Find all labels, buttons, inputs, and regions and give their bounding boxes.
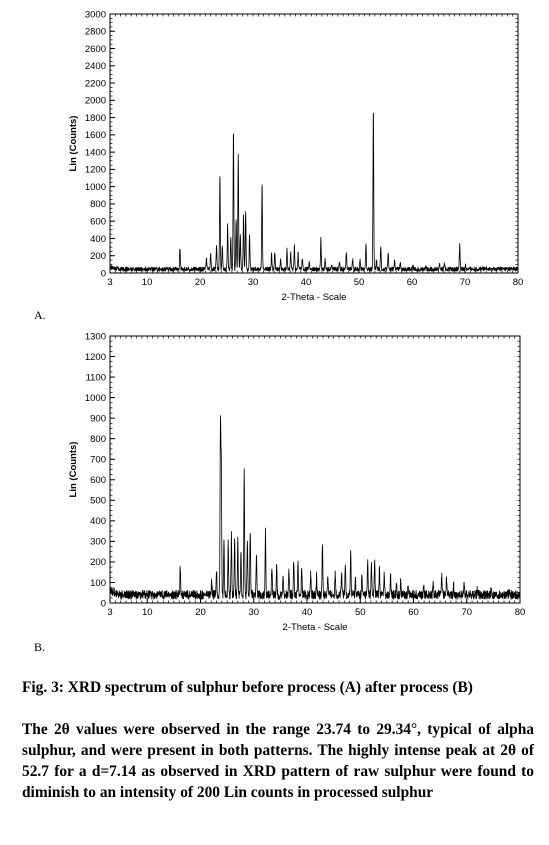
- xrd-chart-a-svg: 3 10 20 30 40 50 60 70 8002004006008001000120014…: [68, 9, 524, 303]
- x-tick-label: 3: [107, 277, 112, 288]
- x-tick-label: 10: [142, 607, 153, 618]
- x-tick-label: 20: [195, 607, 206, 618]
- figure-caption-body-text: The 2θ values were observed in the range…: [22, 721, 534, 801]
- xrd-chart-b-svg: 3 10 20 30 40 50 60 70 8001002003004005006007008…: [68, 331, 526, 633]
- x-tick-label: 70: [461, 607, 472, 618]
- y-tick-label: 1400: [85, 147, 106, 158]
- y-tick-label: 700: [90, 455, 106, 466]
- y-tick-label: 1200: [85, 352, 106, 363]
- y-tick-label: 1600: [85, 130, 106, 141]
- figure-caption-title: Fig. 3: XRD spectrum of sulphur before p…: [22, 677, 534, 698]
- y-tick-label: 0: [101, 598, 106, 609]
- y-tick-label: 1000: [85, 182, 106, 193]
- x-tick-label: 3: [107, 607, 112, 618]
- xrd-pattern-line: [109, 112, 519, 272]
- x-tick-label: 40: [302, 607, 313, 618]
- y-tick-label: 2800: [85, 27, 106, 38]
- xrd-chart-a: 3 10 20 30 40 50 60 70 80 0 200 400 600 800 1000 1200 14…: [0, 0, 549, 310]
- y-tick-label: 2200: [85, 78, 106, 89]
- y-tick-label: 2600: [85, 44, 106, 55]
- x-axis-label: 2-Theta - Scale: [282, 292, 347, 303]
- x-tick-label: 60: [408, 607, 419, 618]
- y-tick-label: 2000: [85, 96, 106, 107]
- y-tick-label: 200: [90, 557, 106, 568]
- xrd-pattern-line: [109, 415, 521, 600]
- y-tick-label: 400: [90, 516, 106, 527]
- y-tick-label: 3000: [85, 9, 106, 20]
- y-tick-label: 600: [90, 217, 106, 228]
- y-tick-label: 1100: [86, 372, 106, 383]
- y-tick-label: 200: [90, 251, 106, 262]
- plot-frame: [109, 335, 521, 604]
- y-tick-label: 1300: [85, 331, 106, 342]
- figure-caption-body: The 2θ values were observed in the range…: [22, 719, 534, 803]
- y-axis-label: Lin (Counts): [68, 116, 79, 172]
- y-tick-label: 100: [90, 578, 106, 589]
- figure-caption-title-text: Fig. 3: XRD spectrum of sulphur before p…: [22, 679, 473, 696]
- y-tick-label: 800: [90, 434, 106, 445]
- y-tick-label: 1000: [85, 393, 106, 404]
- panel-label-a: A.: [34, 308, 46, 322]
- x-tick-label: 10: [142, 277, 153, 288]
- y-axis-label: Lin (Counts): [68, 442, 79, 498]
- x-tick-label: 30: [248, 607, 259, 618]
- y-tick-label: 1200: [85, 165, 106, 176]
- plot-frame: [109, 13, 519, 274]
- y-tick-label: 2400: [85, 61, 106, 72]
- y-tick-label: 1800: [85, 113, 106, 124]
- panel-label-b: B.: [34, 640, 46, 654]
- x-axis-label: 2-Theta - Scale: [283, 622, 348, 633]
- x-tick-label: 20: [195, 277, 206, 288]
- x-tick-label: 40: [301, 277, 312, 288]
- x-tick-label: 80: [515, 607, 526, 618]
- y-tick-label: 500: [90, 496, 106, 507]
- x-tick-label: 80: [513, 277, 524, 288]
- y-tick-label: 800: [90, 199, 106, 210]
- y-tick-label: 0: [101, 268, 106, 279]
- x-tick-label: 50: [355, 607, 366, 618]
- x-tick-label: 50: [354, 277, 365, 288]
- y-tick-label: 300: [90, 537, 106, 548]
- x-tick-label: 70: [460, 277, 471, 288]
- y-tick-label: 900: [90, 413, 106, 424]
- x-tick-label: 30: [248, 277, 259, 288]
- xrd-chart-b: 3 10 20 30 40 50 60 70 80 0 100 200 300 400 500 600 700 8…: [0, 325, 549, 645]
- y-tick-label: 400: [90, 234, 106, 245]
- y-tick-label: 600: [90, 475, 106, 486]
- x-tick-label: 60: [407, 277, 418, 288]
